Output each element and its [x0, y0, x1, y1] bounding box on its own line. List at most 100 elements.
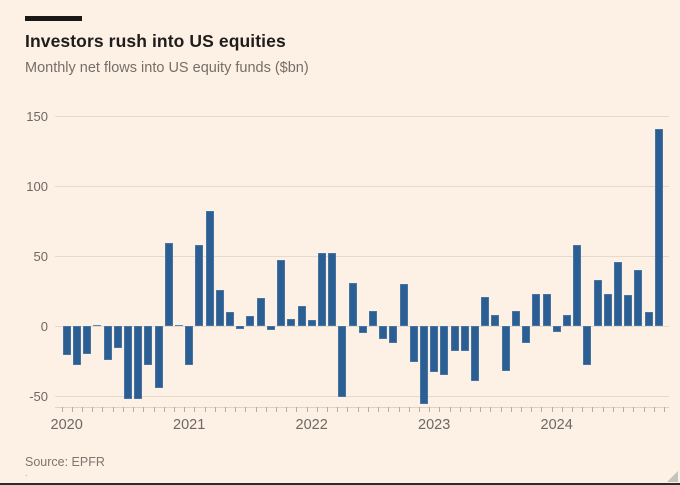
bar-jan-2023: [430, 326, 439, 373]
gridline--50: [55, 396, 669, 397]
bar-aug-2021: [256, 298, 265, 326]
bar-jun-2021: [236, 326, 245, 329]
bar-sep-2021: [266, 326, 275, 331]
chart-title: Investors rush into US equities: [25, 31, 286, 51]
x-axis-tick: [439, 407, 441, 412]
x-axis-tick: [633, 407, 635, 412]
x-axis-tick: [469, 407, 471, 412]
x-axis-tick: [316, 407, 318, 412]
x-axis-tick: [306, 407, 308, 412]
bar-nov-2021: [287, 319, 296, 326]
bar-jul-2020: [123, 326, 132, 399]
bar-sep-2024: [634, 270, 643, 326]
gridline-50: [55, 256, 669, 257]
x-axis-tick: [235, 407, 237, 412]
x-axis-tick: [643, 407, 645, 412]
bar-feb-2024: [562, 314, 571, 326]
x-axis-tick: [551, 407, 553, 412]
bottom-border: [0, 483, 680, 485]
chart-subtitle: Monthly net flows into US equity funds (…: [25, 60, 309, 76]
bar-dec-2023: [542, 293, 551, 326]
bar-aug-2023: [501, 326, 510, 371]
x-axis-tick: [480, 407, 482, 412]
bar-dec-2022: [420, 326, 428, 405]
x-axis-tick: [224, 407, 226, 412]
bar-jan-2022: [307, 320, 316, 326]
bar-sep-2020: [144, 326, 153, 366]
bar-feb-2020: [72, 326, 81, 366]
bar-dec-2020: [175, 324, 183, 326]
x-axis-year-label-2024: 2024: [540, 417, 573, 433]
bar-jun-2024: [603, 293, 612, 326]
bar-oct-2023: [522, 326, 531, 343]
bar-mar-2024: [573, 244, 582, 326]
x-axis-year-label-2020: 2020: [50, 417, 83, 433]
bar-may-2023: [471, 326, 479, 381]
x-axis-tick: [133, 407, 135, 412]
x-axis-tick: [112, 407, 114, 412]
bar-jun-2023: [481, 296, 490, 326]
bar-feb-2021: [195, 244, 204, 326]
x-axis-tick: [398, 407, 400, 412]
x-axis-tick: [653, 407, 655, 412]
x-axis-tick: [194, 407, 196, 412]
kicker-rule: [25, 16, 82, 21]
x-axis-tick: [122, 407, 124, 412]
x-axis-tick: [623, 407, 625, 412]
bar-aug-2022: [379, 326, 388, 339]
x-axis-tick: [61, 407, 63, 412]
bar-nov-2023: [532, 293, 541, 326]
footnote-mark: .: [25, 468, 28, 478]
bar-aug-2024: [624, 295, 633, 326]
y-axis-label--50: -50: [29, 388, 48, 404]
x-axis-tick: [276, 407, 277, 412]
bar-jul-2021: [246, 316, 255, 326]
x-axis-tick: [459, 407, 461, 412]
x-axis-tick: [296, 407, 298, 412]
bar-apr-2023: [460, 326, 469, 352]
x-axis-tick: [357, 407, 359, 412]
x-axis-tick: [500, 407, 502, 412]
x-axis-tick: [327, 407, 328, 412]
bar-jul-2022: [368, 310, 377, 326]
x-axis-tick: [184, 407, 186, 412]
bar-apr-2021: [215, 289, 224, 326]
bar-oct-2024: [644, 312, 653, 326]
source-label: Source: EPFR: [25, 455, 105, 469]
x-axis-year-label-2021: 2021: [173, 417, 206, 433]
bar-oct-2021: [277, 260, 286, 326]
x-axis-baseline: [55, 407, 669, 408]
x-axis-tick: [592, 407, 594, 412]
bar-apr-2024: [583, 326, 592, 366]
x-axis-tick: [163, 407, 165, 412]
bar-sep-2022: [389, 326, 398, 343]
bar-jul-2024: [613, 261, 622, 326]
x-axis-tick: [102, 407, 104, 412]
gridline-150: [55, 116, 669, 117]
gridline-100: [55, 186, 669, 187]
x-axis-tick: [510, 407, 512, 412]
bar-feb-2022: [317, 253, 326, 326]
x-axis-tick: [378, 407, 380, 412]
x-axis-tick: [367, 407, 369, 412]
bar-mar-2020: [83, 326, 92, 354]
bar-nov-2024: [654, 128, 663, 326]
bar-may-2022: [348, 282, 357, 326]
bar-jul-2023: [491, 314, 500, 326]
bar-nov-2020: [164, 243, 173, 326]
x-axis-tick: [429, 407, 431, 412]
x-axis-tick: [337, 407, 339, 412]
bar-may-2021: [226, 312, 234, 326]
x-axis-tick: [541, 407, 543, 412]
bar-mar-2021: [205, 211, 214, 326]
x-axis-tick: [561, 407, 563, 412]
bar-apr-2022: [338, 326, 347, 398]
bar-oct-2022: [399, 284, 408, 326]
x-axis-tick: [490, 407, 492, 412]
bar-mar-2023: [450, 326, 459, 352]
bar-dec-2021: [297, 306, 306, 326]
x-axis-tick: [531, 407, 533, 412]
x-axis-tick: [418, 407, 420, 412]
